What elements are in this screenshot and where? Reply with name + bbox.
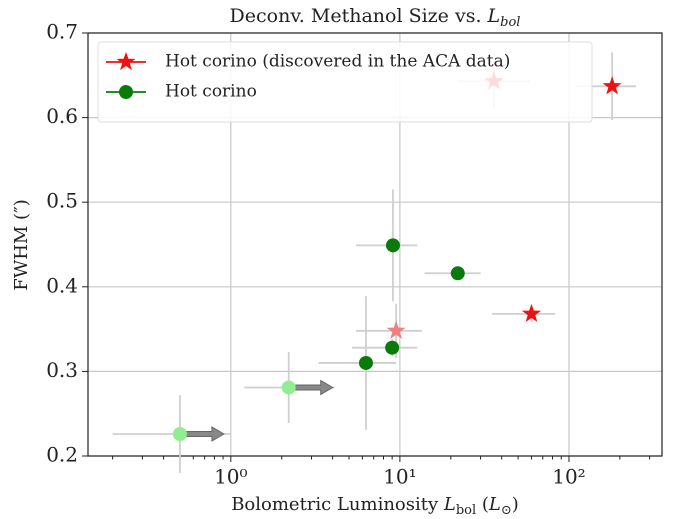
chart-title: Deconv. Methanol Size vs. Lbol [230, 5, 521, 30]
y-tick-label: 0.6 [46, 104, 78, 128]
y-tick-label: 0.3 [46, 358, 78, 382]
circle-marker [385, 340, 400, 355]
legend-marker [119, 85, 133, 99]
y-tick-label: 0.7 [46, 20, 78, 44]
y-axis-label: FWHM (″) [11, 199, 32, 291]
lower-limit-arrow [181, 426, 225, 442]
xlabel-symbol: L [488, 494, 501, 515]
xlabel-symbol: L [443, 494, 456, 515]
x-axis-label: Bolometric Luminosity Lbol (L⊙) [231, 494, 519, 518]
title-text: Deconv. Methanol Size vs. [230, 5, 488, 27]
x-tick-label: 10² [552, 465, 585, 489]
y-tick-label: 0.5 [46, 189, 78, 213]
y-tick-label: 0.4 [46, 273, 78, 297]
circle-marker [358, 355, 373, 370]
legend-marker [116, 52, 136, 71]
xlabel-text: ) [512, 494, 519, 515]
y-tick-label: 0.2 [46, 443, 78, 467]
circle-marker [385, 238, 400, 253]
legend-label: Hot corino [165, 82, 257, 102]
x-tick-label: 10⁰ [214, 465, 247, 489]
legend-label: Hot corino (discovered in the ACA data) [165, 52, 510, 72]
lower-limit-arrow [290, 379, 334, 396]
xlabel-text: Bolometric Luminosity [231, 494, 444, 515]
xlabel-subscript: ⊙ [501, 503, 512, 518]
circle-marker [450, 266, 465, 281]
xlabel-subscript: bol [456, 503, 476, 518]
circle-marker [172, 427, 187, 442]
xlabel-text: ( [476, 494, 489, 515]
star-marker [602, 76, 622, 95]
x-tick-label: 10¹ [383, 465, 416, 489]
legend-box [97, 41, 593, 123]
title-subscript: bol [500, 15, 520, 30]
title-symbol: L [487, 5, 501, 27]
star-marker [386, 320, 406, 339]
circle-marker [281, 380, 296, 395]
plot-frame [87, 32, 663, 457]
star-marker [521, 303, 541, 322]
